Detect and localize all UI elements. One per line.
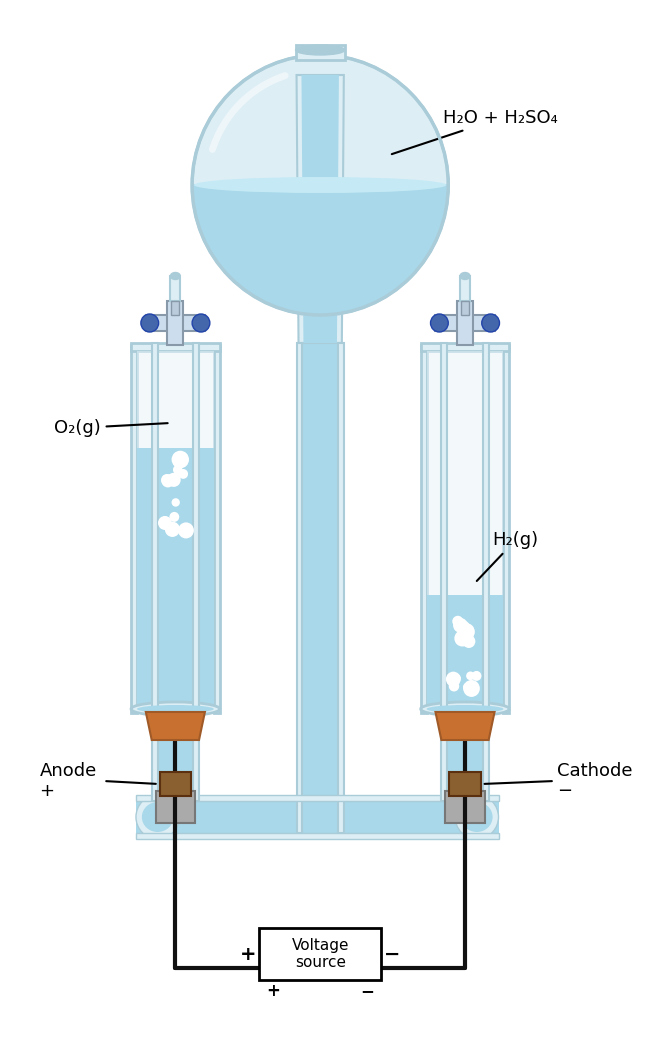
Bar bbox=[137, 351, 214, 713]
Circle shape bbox=[178, 523, 194, 538]
Polygon shape bbox=[192, 185, 448, 315]
Bar bbox=[131, 345, 137, 713]
Ellipse shape bbox=[131, 702, 220, 715]
Circle shape bbox=[466, 672, 474, 680]
Bar bbox=[441, 343, 447, 801]
Circle shape bbox=[446, 672, 461, 686]
Text: +: + bbox=[266, 983, 280, 1000]
Text: H₂(g): H₂(g) bbox=[476, 531, 539, 581]
Bar bbox=[460, 276, 470, 301]
Ellipse shape bbox=[461, 802, 493, 832]
Bar bbox=[421, 343, 510, 351]
Bar bbox=[136, 801, 499, 833]
Ellipse shape bbox=[460, 272, 470, 280]
Circle shape bbox=[457, 621, 470, 634]
Circle shape bbox=[165, 522, 180, 537]
Circle shape bbox=[178, 469, 188, 479]
Bar bbox=[338, 343, 344, 833]
Bar bbox=[146, 315, 205, 331]
Ellipse shape bbox=[170, 272, 180, 280]
Circle shape bbox=[452, 615, 463, 627]
Bar bbox=[155, 791, 195, 823]
Circle shape bbox=[158, 516, 172, 530]
Text: H₂O + H₂SO₄: H₂O + H₂SO₄ bbox=[392, 110, 558, 154]
Circle shape bbox=[161, 475, 174, 487]
Circle shape bbox=[463, 683, 472, 692]
Bar bbox=[296, 45, 344, 60]
Bar bbox=[170, 276, 180, 301]
Text: −: − bbox=[384, 945, 400, 964]
Bar bbox=[151, 343, 158, 801]
Bar bbox=[483, 343, 489, 801]
Bar bbox=[421, 345, 426, 713]
Circle shape bbox=[448, 681, 459, 692]
Circle shape bbox=[170, 512, 179, 522]
Bar bbox=[168, 301, 183, 345]
Circle shape bbox=[452, 674, 461, 682]
Bar bbox=[445, 791, 485, 823]
Polygon shape bbox=[296, 75, 344, 343]
Circle shape bbox=[167, 472, 181, 487]
Bar bbox=[296, 343, 302, 833]
Bar bbox=[436, 315, 495, 331]
Circle shape bbox=[430, 314, 448, 332]
Bar bbox=[302, 343, 338, 833]
Circle shape bbox=[453, 617, 468, 633]
Circle shape bbox=[192, 314, 210, 332]
Circle shape bbox=[472, 671, 482, 681]
Circle shape bbox=[454, 630, 471, 647]
Bar bbox=[214, 345, 220, 713]
Polygon shape bbox=[436, 712, 495, 739]
Circle shape bbox=[463, 680, 480, 697]
Bar bbox=[461, 301, 469, 315]
Circle shape bbox=[161, 475, 173, 486]
Ellipse shape bbox=[142, 802, 174, 832]
Ellipse shape bbox=[296, 45, 344, 55]
Text: Anode
+: Anode + bbox=[40, 761, 97, 800]
Circle shape bbox=[458, 623, 475, 640]
Bar bbox=[136, 795, 499, 801]
Bar bbox=[136, 833, 499, 839]
Ellipse shape bbox=[421, 702, 510, 715]
Polygon shape bbox=[302, 75, 339, 343]
Circle shape bbox=[172, 451, 189, 468]
Bar bbox=[426, 351, 504, 713]
FancyBboxPatch shape bbox=[259, 928, 382, 980]
Ellipse shape bbox=[455, 795, 499, 839]
Bar bbox=[447, 613, 483, 801]
Bar bbox=[158, 453, 193, 801]
FancyBboxPatch shape bbox=[449, 772, 481, 796]
Bar bbox=[504, 345, 510, 713]
Circle shape bbox=[173, 465, 183, 475]
Ellipse shape bbox=[137, 705, 214, 713]
Text: Cathode
−: Cathode − bbox=[556, 761, 632, 800]
Circle shape bbox=[455, 632, 468, 646]
Bar bbox=[426, 595, 504, 705]
Bar bbox=[137, 448, 214, 705]
Text: +: + bbox=[240, 945, 256, 964]
FancyBboxPatch shape bbox=[160, 772, 191, 796]
Bar bbox=[193, 343, 199, 801]
Text: −: − bbox=[361, 983, 374, 1000]
Circle shape bbox=[172, 499, 180, 507]
Circle shape bbox=[462, 635, 475, 648]
Circle shape bbox=[482, 314, 499, 332]
Ellipse shape bbox=[426, 705, 504, 713]
Bar bbox=[172, 301, 179, 315]
Bar bbox=[131, 343, 220, 351]
Circle shape bbox=[141, 314, 159, 332]
Bar bbox=[457, 301, 473, 345]
Ellipse shape bbox=[136, 795, 179, 839]
Circle shape bbox=[174, 466, 182, 476]
Ellipse shape bbox=[194, 177, 447, 193]
Circle shape bbox=[192, 55, 448, 315]
Text: Voltage
source: Voltage source bbox=[291, 938, 349, 970]
Polygon shape bbox=[146, 712, 205, 739]
Text: O₂(g): O₂(g) bbox=[54, 419, 168, 437]
